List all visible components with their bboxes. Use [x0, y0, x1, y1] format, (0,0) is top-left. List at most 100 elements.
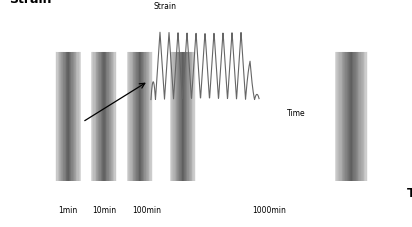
Bar [142, 52, 143, 182]
Text: 100min: 100min [132, 205, 162, 214]
Bar [108, 52, 109, 182]
Bar [338, 52, 339, 182]
Bar [141, 52, 142, 182]
Bar [172, 52, 173, 182]
Text: Time: Time [407, 187, 412, 200]
Bar [60, 52, 61, 182]
Bar [365, 52, 366, 182]
Bar [94, 52, 95, 182]
Bar [139, 52, 140, 182]
Bar [130, 52, 131, 182]
Bar [189, 52, 190, 182]
Bar [355, 52, 356, 182]
Bar [352, 52, 353, 182]
Bar [80, 52, 81, 182]
Bar [148, 52, 149, 182]
Bar [171, 52, 172, 182]
Bar [347, 52, 348, 182]
Bar [73, 52, 74, 182]
Bar [98, 52, 99, 182]
Bar [194, 52, 195, 182]
Bar [366, 52, 367, 182]
Bar [79, 52, 80, 182]
Bar [111, 52, 112, 182]
Bar [99, 52, 100, 182]
Bar [104, 52, 105, 182]
Bar [170, 52, 171, 182]
Bar [57, 52, 58, 182]
Bar [107, 52, 108, 182]
Bar [66, 52, 67, 182]
Text: Strain: Strain [154, 2, 177, 11]
Bar [58, 52, 59, 182]
Bar [178, 52, 179, 182]
Bar [181, 52, 182, 182]
Bar [138, 52, 139, 182]
Bar [100, 52, 101, 182]
Bar [101, 52, 102, 182]
Bar [344, 52, 345, 182]
Bar [150, 52, 151, 182]
Bar [56, 52, 57, 182]
Bar [188, 52, 189, 182]
Bar [147, 52, 148, 182]
Bar [351, 52, 352, 182]
Bar [113, 52, 114, 182]
Bar [185, 52, 186, 182]
Bar [337, 52, 338, 182]
Bar [95, 52, 96, 182]
Bar [180, 52, 181, 182]
Bar [187, 52, 188, 182]
Bar [135, 52, 136, 182]
Bar [359, 52, 360, 182]
Bar [140, 52, 141, 182]
Bar [63, 52, 64, 182]
Bar [74, 52, 75, 182]
Text: Time: Time [287, 109, 305, 118]
Bar [192, 52, 193, 182]
Bar [364, 52, 365, 182]
Bar [183, 52, 184, 182]
Bar [193, 52, 194, 182]
Bar [177, 52, 178, 182]
Bar [356, 52, 357, 182]
Bar [71, 52, 72, 182]
Bar [175, 52, 176, 182]
Bar [186, 52, 187, 182]
Bar [361, 52, 362, 182]
Bar [191, 52, 192, 182]
Bar [106, 52, 107, 182]
Bar [132, 52, 133, 182]
Bar [349, 52, 350, 182]
Bar [92, 52, 93, 182]
Bar [67, 52, 68, 182]
Bar [360, 52, 361, 182]
Bar [335, 52, 336, 182]
Bar [128, 52, 129, 182]
Bar [367, 52, 368, 182]
Bar [76, 52, 77, 182]
Bar [91, 52, 92, 182]
Bar [353, 52, 354, 182]
Bar [346, 52, 347, 182]
Bar [145, 52, 146, 182]
Text: 1000min: 1000min [252, 205, 286, 214]
Bar [343, 52, 344, 182]
Bar [133, 52, 134, 182]
Bar [127, 52, 128, 182]
Bar [149, 52, 150, 182]
Bar [190, 52, 191, 182]
Bar [116, 52, 117, 182]
Bar [110, 52, 111, 182]
Bar [103, 52, 104, 182]
Bar [179, 52, 180, 182]
Bar [75, 52, 76, 182]
Bar [336, 52, 337, 182]
Bar [340, 52, 341, 182]
Bar [182, 52, 183, 182]
Bar [146, 52, 147, 182]
Bar [184, 52, 185, 182]
Bar [345, 52, 346, 182]
Bar [354, 52, 355, 182]
Bar [131, 52, 132, 182]
